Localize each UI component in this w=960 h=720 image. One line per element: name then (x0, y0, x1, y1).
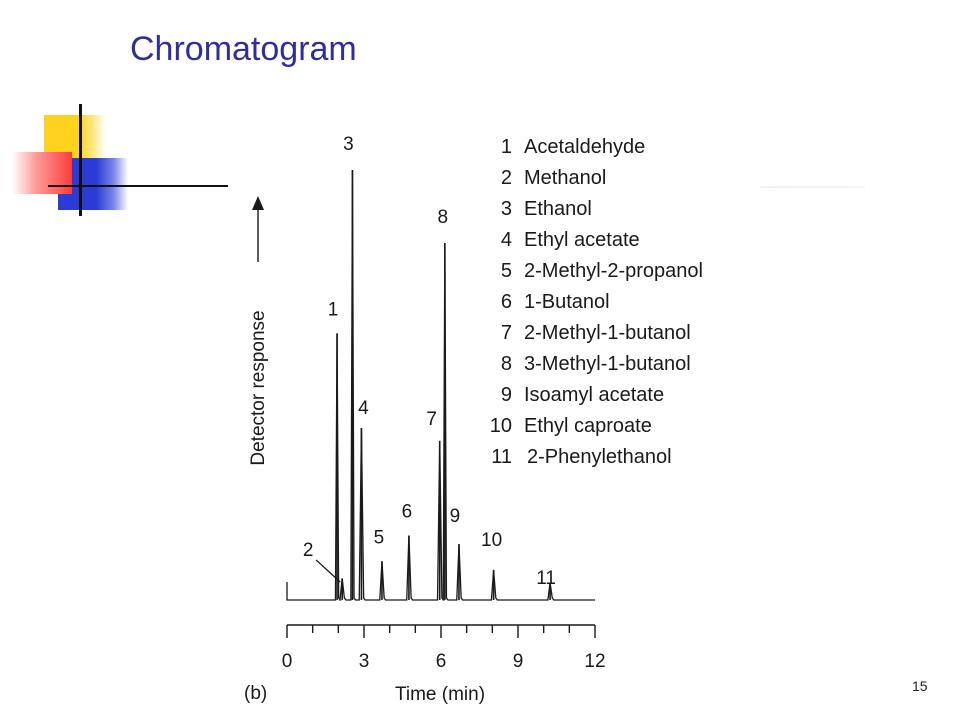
legend-number: 8 (501, 353, 512, 375)
legend-entry: 3-Methyl-1-butanol (524, 353, 691, 375)
legend-number: 6 (501, 291, 512, 313)
subfigure-label: (b) (244, 683, 267, 704)
legend-number: 3 (501, 198, 512, 220)
x-tick-label: 6 (436, 651, 447, 672)
page-number: 15 (912, 678, 928, 694)
peak-2-leader-line (315, 559, 341, 583)
legend-number: 1 (501, 136, 512, 158)
legend-entry: Acetaldehyde (524, 136, 645, 158)
legend-number: 11 (491, 446, 512, 468)
peak-label-2: 2 (303, 540, 314, 561)
legend-number: 4 (501, 229, 512, 251)
slide-title: Chromatogram (130, 30, 357, 68)
legend-entry: Ethyl acetate (524, 229, 640, 251)
peak-label-8: 8 (438, 207, 449, 228)
x-tick-label: 0 (282, 651, 293, 672)
legend-entry: Ethyl caproate (524, 415, 652, 437)
legend-number: 10 (490, 415, 512, 437)
legend-number: 9 (501, 384, 512, 406)
x-axis-label: Time (min) (395, 684, 485, 705)
legend-number: 5 (501, 260, 512, 282)
x-tick-label: 3 (359, 651, 370, 672)
decorative-red-square (12, 152, 72, 194)
legend-entry: Methanol (524, 167, 606, 189)
x-tick-label: 12 (584, 651, 605, 672)
decorative-faint-line (760, 186, 865, 188)
peak-label-1: 1 (328, 299, 339, 320)
x-tick-label: 9 (513, 651, 524, 672)
y-axis-arrow-head (252, 196, 264, 210)
legend-number: 2 (501, 167, 512, 189)
legend-entry: 2-Phenylethanol (527, 446, 672, 468)
peak-label-4: 4 (358, 398, 369, 419)
peak-label-9: 9 (450, 506, 461, 527)
peak-label-3: 3 (343, 134, 354, 155)
legend-entry: Ethanol (524, 198, 592, 220)
legend-number: 7 (501, 322, 512, 344)
decorative-vertical-line (79, 104, 82, 216)
y-axis-label: Detector response (248, 310, 269, 465)
legend-entry: Isoamyl acetate (524, 384, 664, 406)
peak-label-7: 7 (426, 409, 437, 430)
decorative-horizontal-line (48, 185, 228, 187)
peak-label-10: 10 (481, 530, 502, 551)
legend-entry: 2-Methyl-1-butanol (524, 322, 691, 344)
peak-label-6: 6 (402, 502, 413, 523)
legend-entry: 2-Methyl-2-propanol (524, 260, 703, 282)
peak-label-5: 5 (374, 527, 385, 548)
legend-entry: 1-Butanol (524, 291, 610, 313)
peak-label-11: 11 (536, 568, 556, 589)
